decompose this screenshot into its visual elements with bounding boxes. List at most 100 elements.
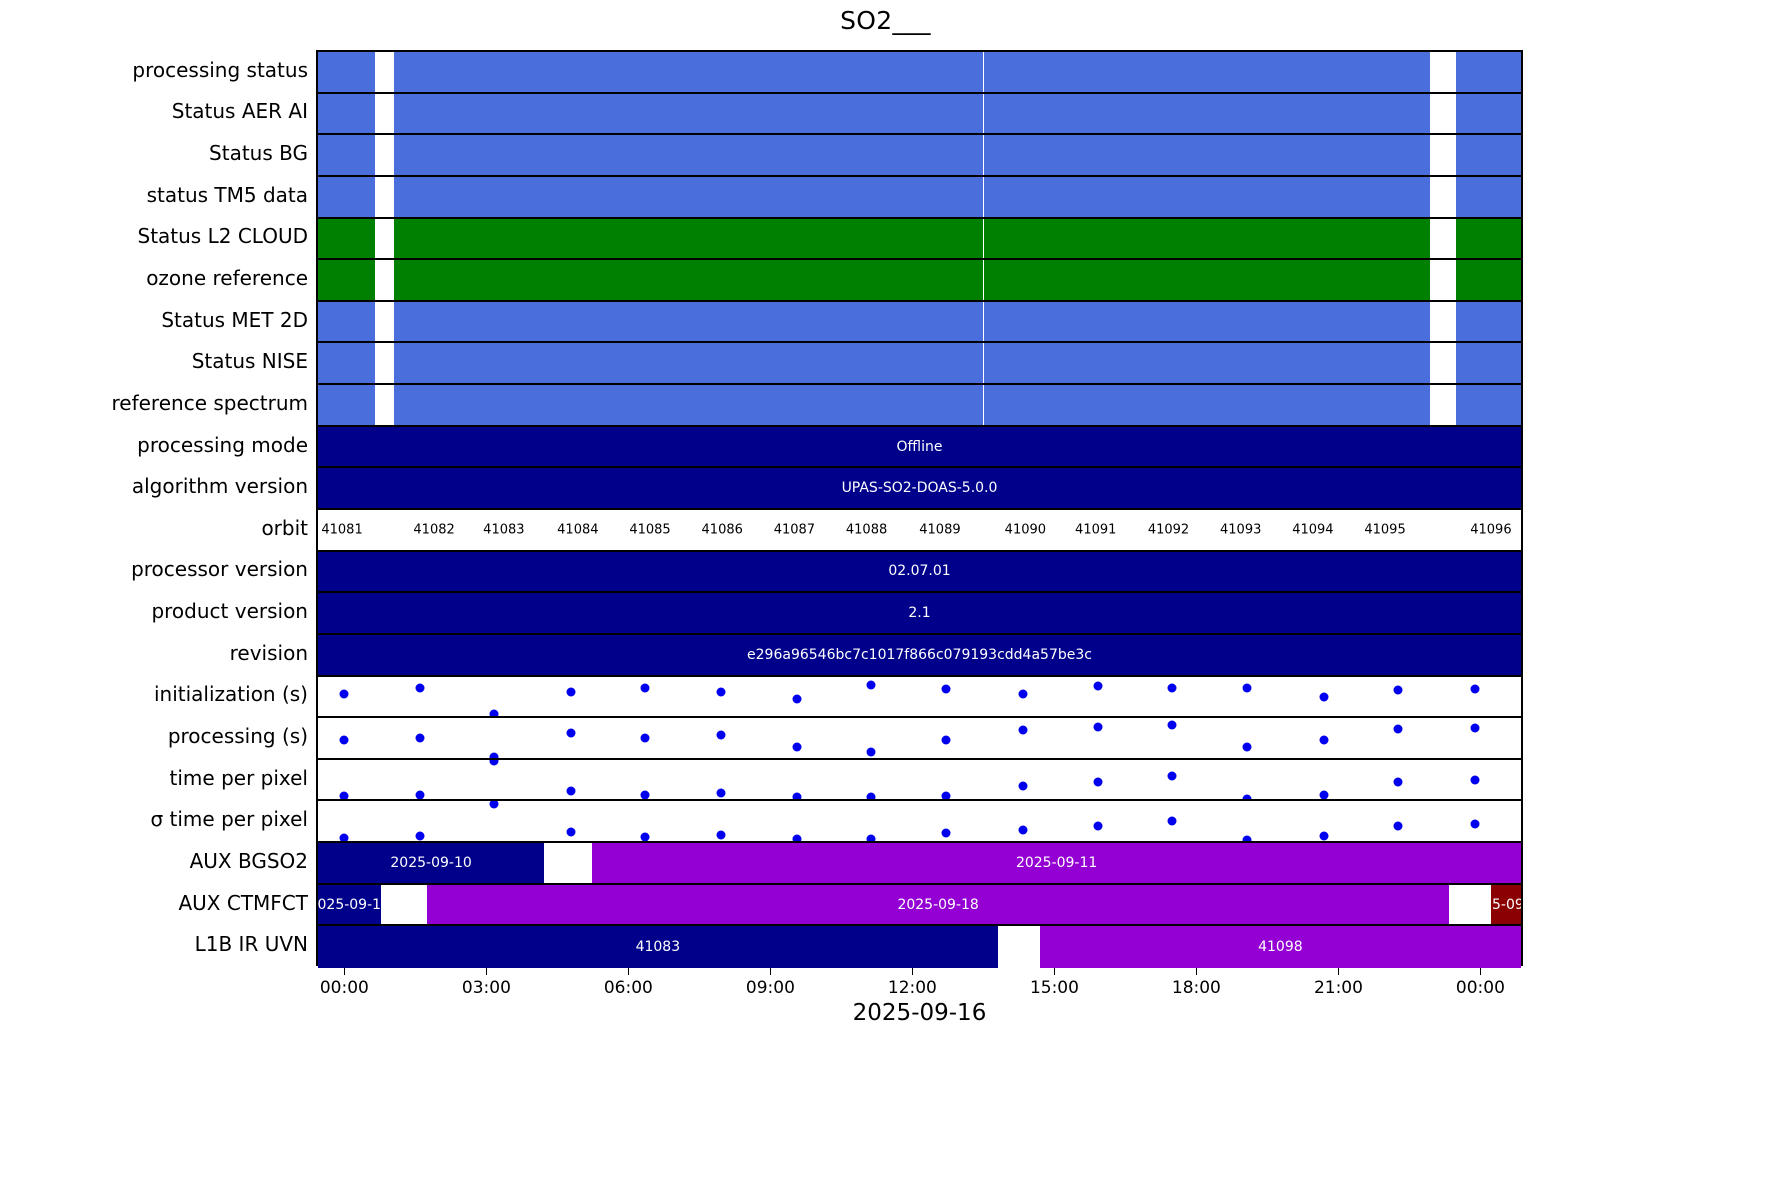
status-band [318,343,375,384]
timeline-row: 2025-09-17 2025-09-18 2025-09-19 [318,884,1521,927]
y-axis-label: orbit [261,515,308,540]
y-axis-label: processor version [131,557,308,582]
scatter-point [1470,819,1480,829]
status-band [1351,385,1430,425]
scatter-point [941,684,951,694]
status-band [905,93,984,134]
timeline-row [318,52,1521,94]
status-band [318,301,375,342]
status-band [611,176,690,217]
y-axis-label: initialization (s) [153,682,308,707]
status-band [831,301,910,342]
x-tick-label: 12:00 [887,978,937,998]
scatter-point [640,790,650,800]
status-band [318,93,375,134]
status-band [464,93,543,134]
scatter-point [640,832,650,842]
status-band [831,343,910,384]
status-band [758,135,837,175]
scatter-point [1470,775,1480,785]
status-band [1131,93,1210,134]
x-tick-label: 00:00 [1455,978,1505,998]
status-band [1351,218,1430,259]
timeline-row [318,801,1521,844]
status-band [905,52,984,92]
scatter-point [1093,681,1103,691]
status-band [905,301,984,342]
y-axis-label: L1B IR UVN [194,932,308,957]
status-band [1277,218,1357,259]
status-band [758,301,837,342]
y-axis-label: processing status [132,57,308,82]
status-band [758,52,837,92]
timeline-row [318,385,1521,427]
status-band [538,343,617,384]
full-width-band: 02.07.01 [318,551,1521,592]
scatter-point [1167,771,1177,781]
status-band [1204,52,1283,92]
status-band [318,218,375,259]
aux-segment: 2025-09-19 [1490,884,1521,925]
status-band [393,218,475,259]
orbit-number-label: 41092 [1147,522,1190,538]
status-band [758,93,837,134]
status-band [684,93,764,134]
status-band [1131,301,1210,342]
status-band [611,93,690,134]
status-band [538,385,617,425]
scatter-point [1018,689,1028,699]
status-band [538,135,617,175]
status-band [611,343,690,384]
orbit-number-label: 41088 [845,522,888,538]
timeline-row [318,135,1521,177]
scatter-point [566,728,576,738]
status-band [684,301,764,342]
y-axis-label: Status MET 2D [161,307,308,332]
status-band [1456,52,1521,92]
status-band [1351,135,1430,175]
status-band [758,343,837,384]
scatter-point [1018,825,1028,835]
x-tick-label: 03:00 [461,978,511,998]
status-band [1456,301,1521,342]
scatter-point [566,827,576,837]
status-band [464,301,543,342]
x-tick-mark [912,968,914,975]
aux-segment [544,843,593,883]
status-band [1204,385,1283,425]
status-band [1277,260,1357,300]
x-tick-mark [344,968,346,975]
scatter-point [1393,777,1403,787]
orbit-number-label: 41089 [919,522,961,538]
timeline-row: e296a96546bc7c1017f866c079193cdd4a57be3c [318,634,1521,677]
status-band [1204,260,1283,300]
timeline-row [318,260,1521,302]
status-band [1204,93,1283,134]
scatter-point [566,786,576,796]
status-band [1456,260,1521,300]
aux-segment: 41098 [1039,926,1521,968]
x-axis-ticks: 00:00 03:00 06:00 09:00 12:00 15:00 18:00 21:00… [316,968,1523,1008]
orbit-number-label: 41082 [413,522,455,538]
scatter-point [1319,790,1329,800]
status-band [905,135,984,175]
status-band [905,385,984,425]
status-band [905,343,984,384]
y-axis-label: reference spectrum [111,390,309,415]
status-band [1456,343,1521,384]
status-band [984,52,1063,92]
aux-segment [1448,884,1491,925]
status-band [1204,301,1283,342]
y-axis-label: AUX BGSO2 [189,848,308,873]
status-band [1277,301,1357,342]
scatter-point [1470,684,1480,694]
chart-title: SO2___ [840,6,931,35]
aux-segment: 41083 [318,926,998,968]
timeline-rows: Offline UPAS-SO2-DOAS-5.0.0 41081 41082 4108… [318,52,1521,968]
scatter-point [1393,821,1403,831]
x-tick-mark [770,968,772,975]
status-band [393,301,475,342]
status-band [318,385,375,425]
scatter-point [716,830,726,840]
status-band [464,218,543,259]
